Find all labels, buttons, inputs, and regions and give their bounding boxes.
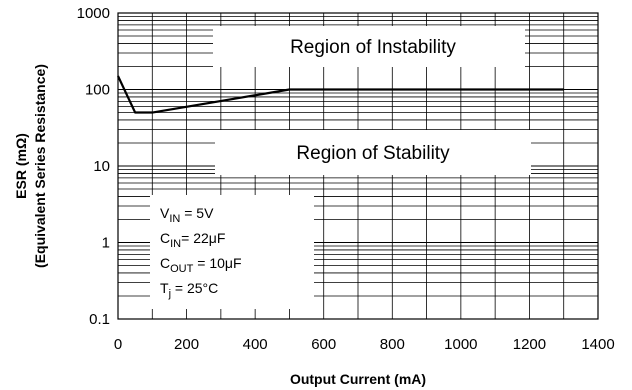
condition-line: VIN = 5V bbox=[160, 205, 214, 225]
condition-value: = 5V bbox=[180, 205, 214, 221]
condition-line: Tj = 25°C bbox=[160, 280, 218, 300]
condition-symbol: V bbox=[160, 205, 170, 221]
esr-boundary-line bbox=[117, 75, 564, 114]
x-tick-labels: 0 200 400 600 800 1000 1200 1400 bbox=[114, 336, 615, 353]
condition-subscript: IN bbox=[170, 238, 181, 250]
condition-symbol: T bbox=[160, 280, 169, 296]
x-tick-label: 1400 bbox=[581, 336, 614, 353]
condition-subscript: IN bbox=[169, 213, 180, 225]
x-tick-label: 600 bbox=[311, 336, 336, 353]
condition-symbol: C bbox=[160, 230, 170, 246]
condition-subscript: OUT bbox=[170, 263, 194, 275]
instability-label: Region of Instability bbox=[290, 37, 456, 58]
y-tick-label: 100 bbox=[85, 82, 110, 99]
y-tick-label: 10 bbox=[93, 158, 110, 175]
y-axis-title-line2: (Equivalent Series Resistance) bbox=[32, 64, 48, 268]
y-tick-label: 1 bbox=[102, 235, 110, 252]
conditions-box bbox=[150, 195, 314, 309]
x-tick-label: 400 bbox=[243, 336, 268, 353]
x-tick-label: 1000 bbox=[444, 336, 477, 353]
y-tick-label: 0.1 bbox=[89, 311, 110, 328]
y-tick-label: 1000 bbox=[77, 5, 110, 22]
condition-symbol: C bbox=[160, 255, 170, 271]
x-tick-label: 800 bbox=[380, 336, 405, 353]
stability-label: Region of Stability bbox=[296, 143, 450, 164]
y-axis-title: ESR (mΩ) (Equivalent Series Resistance) bbox=[13, 64, 48, 268]
x-tick-label: 1200 bbox=[513, 336, 546, 353]
condition-line: COUT = 10μF bbox=[160, 255, 242, 275]
plot-frame bbox=[117, 12, 599, 320]
instability-label-box bbox=[213, 26, 525, 67]
y-tick-labels: 0.1 1 10 100 1000 bbox=[77, 5, 110, 328]
x-tick-label: 200 bbox=[174, 336, 199, 353]
x-axis-title: Output Current (mA) bbox=[290, 371, 426, 387]
data-series bbox=[117, 75, 564, 114]
x-tick-label: 0 bbox=[114, 336, 122, 353]
y-axis-title-line1: ESR (mΩ) bbox=[13, 133, 29, 199]
condition-value: = 10μF bbox=[193, 255, 241, 271]
condition-value: = 25°C bbox=[171, 280, 218, 296]
stability-label-box bbox=[215, 130, 531, 175]
condition-line: CIN= 22μF bbox=[160, 230, 225, 250]
condition-subscript: j bbox=[168, 288, 171, 300]
condition-value: = 22μF bbox=[181, 230, 225, 246]
